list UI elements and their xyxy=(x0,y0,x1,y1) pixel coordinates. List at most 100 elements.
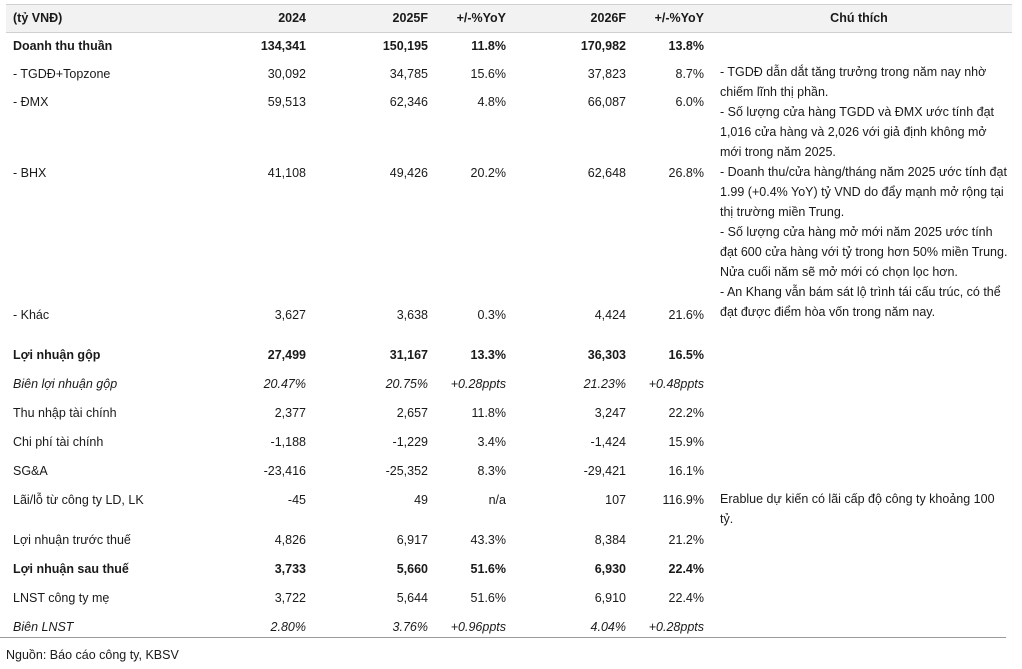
cell-2024: 59,513 xyxy=(267,95,306,109)
cell-2026f: 8,384 xyxy=(594,533,626,547)
cell-2024: 134,341 xyxy=(260,39,306,53)
cell-yoy-2026: +0.48ppts xyxy=(648,377,704,391)
row-label: Thu nhập tài chính xyxy=(13,406,117,420)
table-row: Lãi/lỗ từ công ty LD, LK -45 49 n/a 107 … xyxy=(6,491,1012,511)
note-bhx-new-stores: - Số lượng cửa hàng mở mới năm 2025 ước … xyxy=(720,225,1008,279)
table-row: - ĐMX 59,513 62,346 4.8% 66,087 6.0% xyxy=(6,93,1012,113)
cell-2024: -1,188 xyxy=(270,435,306,449)
cell-2026f: 3,247 xyxy=(594,406,626,420)
cell-2026f: -1,424 xyxy=(590,435,626,449)
cell-2025f: 34,785 xyxy=(389,67,428,81)
cell-2025f: 62,346 xyxy=(389,95,428,109)
row-label: Doanh thu thuần xyxy=(13,39,113,53)
note-bhx-revenue: - Doanh thu/cửa hàng/tháng năm 2025 ước … xyxy=(720,165,1007,219)
cell-2024: 30,092 xyxy=(267,67,306,81)
header-2026f: 2026F xyxy=(590,11,626,25)
table-bottom-border xyxy=(0,637,1006,638)
cell-yoy-2026: 6.0% xyxy=(675,95,705,109)
cell-yoy-2025: 43.3% xyxy=(470,533,506,547)
cell-yoy-2026: 21.6% xyxy=(668,308,704,322)
note-revenue: - TGDĐ dẫn dắt tăng trưởng trong năm nay… xyxy=(720,62,1010,322)
table-row: Biên lợi nhuận gộp 20.47% 20.75% +0.28pp… xyxy=(6,375,1012,395)
table-row: - BHX 41,108 49,426 20.2% 62,648 26.8% xyxy=(6,164,1012,184)
table-row: Lợi nhuận sau thuế 3,733 5,660 51.6% 6,9… xyxy=(6,560,1012,580)
cell-yoy-2025: 51.6% xyxy=(470,562,506,576)
row-label: - BHX xyxy=(13,166,47,180)
cell-2025f: 20.75% xyxy=(385,377,428,391)
cell-yoy-2026: 21.2% xyxy=(668,533,704,547)
row-label: Biên lợi nhuận gộp xyxy=(13,377,118,391)
cell-2025f: 6,917 xyxy=(396,533,428,547)
cell-2024: 20.47% xyxy=(263,377,306,391)
table-row: Doanh thu thuần 134,341 150,195 11.8% 17… xyxy=(6,37,1012,57)
header-unit: (tỷ VNĐ) xyxy=(13,11,63,25)
row-label: Chi phí tài chính xyxy=(13,435,104,449)
cell-2025f: 31,167 xyxy=(389,348,428,362)
row-label: Biên LNST xyxy=(13,620,74,634)
cell-2025f: -25,352 xyxy=(385,464,428,478)
cell-2026f: 4.04% xyxy=(590,620,626,634)
cell-yoy-2026: 22.4% xyxy=(668,562,704,576)
cell-2024: 2,377 xyxy=(274,406,306,420)
header-2025f: 2025F xyxy=(392,11,428,25)
cell-yoy-2026: 22.4% xyxy=(668,591,704,605)
row-label: Lợi nhuận sau thuế xyxy=(13,562,129,576)
cell-yoy-2025: n/a xyxy=(488,493,506,507)
cell-2024: 4,826 xyxy=(274,533,306,547)
row-label: - ĐMX xyxy=(13,95,49,109)
cell-2026f: 6,930 xyxy=(594,562,626,576)
cell-2026f: 37,823 xyxy=(587,67,626,81)
row-label: - TGDĐ+Topzone xyxy=(13,67,111,81)
table-row: - TGDĐ+Topzone 30,092 34,785 15.6% 37,82… xyxy=(6,65,1012,85)
cell-yoy-2026: 22.2% xyxy=(668,406,704,420)
cell-yoy-2025: 3.4% xyxy=(477,435,507,449)
cell-2024: 3,733 xyxy=(274,562,306,576)
cell-2025f: 5,660 xyxy=(396,562,428,576)
row-label: Lợi nhuận gộp xyxy=(13,348,101,362)
cell-2025f: 2,657 xyxy=(396,406,428,420)
cell-yoy-2025: 15.6% xyxy=(470,67,506,81)
note-store-count: - Số lượng cửa hàng TGDD và ĐMX ước tính… xyxy=(720,105,995,159)
cell-yoy-2026: 116.9% xyxy=(662,493,704,507)
cell-2026f: 170,982 xyxy=(580,39,626,53)
cell-2025f: -1,229 xyxy=(392,435,428,449)
header-note: Chú thích xyxy=(830,11,888,25)
cell-2024: 3,722 xyxy=(274,591,306,605)
cell-2026f: 4,424 xyxy=(594,308,626,322)
header-2024: 2024 xyxy=(278,11,306,25)
cell-2026f: 66,087 xyxy=(587,95,626,109)
cell-yoy-2025: 4.8% xyxy=(477,95,507,109)
cell-yoy-2026: 16.5% xyxy=(668,348,704,362)
cell-2024: 2.80% xyxy=(270,620,306,634)
cell-yoy-2026: +0.28ppts xyxy=(648,620,704,634)
note-an-khang: - An Khang vẫn bám sát lộ trình tái cấu … xyxy=(720,285,1001,319)
table-row: - Khác 3,627 3,638 0.3% 4,424 21.6% xyxy=(6,306,1012,326)
cell-2026f: 107 xyxy=(605,493,626,507)
table-row: SG&A -23,416 -25,352 8.3% -29,421 16.1% xyxy=(6,462,1012,482)
cell-2025f: 3.76% xyxy=(392,620,428,634)
cell-yoy-2025: 13.3% xyxy=(470,348,506,362)
cell-2025f: 150,195 xyxy=(382,39,428,53)
cell-2025f: 3,638 xyxy=(396,308,428,322)
cell-2026f: 21.23% xyxy=(583,377,626,391)
cell-yoy-2026: 16.1% xyxy=(668,464,704,478)
header-yoy-2026: +/-%YoY xyxy=(654,11,704,25)
row-label: Lãi/lỗ từ công ty LD, LK xyxy=(13,493,144,507)
cell-2026f: -29,421 xyxy=(583,464,626,478)
table-header: (tỷ VNĐ) 2024 2025F +/-%YoY 2026F +/-%Yo… xyxy=(6,4,1012,33)
table-row: Lợi nhuận trước thuế 4,826 6,917 43.3% 8… xyxy=(6,531,1012,551)
cell-2024: 41,108 xyxy=(267,166,306,180)
cell-2024: 3,627 xyxy=(274,308,306,322)
cell-2026f: 6,910 xyxy=(594,591,626,605)
cell-yoy-2025: 51.6% xyxy=(470,591,506,605)
table-row: Biên LNST 2.80% 3.76% +0.96ppts 4.04% +0… xyxy=(6,618,1012,638)
header-yoy-2025: +/-%YoY xyxy=(456,11,506,25)
cell-2024: -23,416 xyxy=(263,464,306,478)
table-row: Chi phí tài chính -1,188 -1,229 3.4% -1,… xyxy=(6,433,1012,453)
cell-2025f: 49,426 xyxy=(389,166,428,180)
table-row: Lợi nhuận gộp 27,499 31,167 13.3% 36,303… xyxy=(6,346,1012,366)
cell-2025f: 49 xyxy=(414,493,428,507)
cell-yoy-2025: 20.2% xyxy=(470,166,506,180)
cell-yoy-2026: 8.7% xyxy=(675,67,705,81)
row-label: LNST công ty mẹ xyxy=(13,591,110,605)
